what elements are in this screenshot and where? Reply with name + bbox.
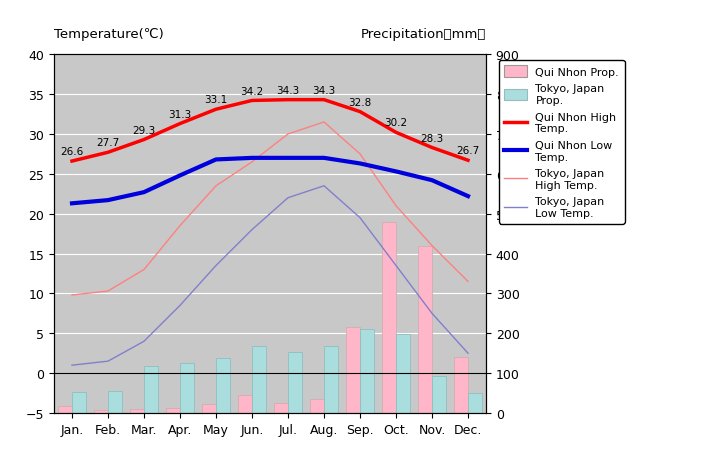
Bar	[360, 330, 374, 413]
Text: 32.8: 32.8	[348, 97, 372, 107]
Bar	[288, 352, 302, 413]
Bar	[382, 222, 396, 413]
Text: 29.3: 29.3	[132, 125, 156, 135]
Text: Precipitation（mm）: Precipitation（mm）	[361, 28, 486, 41]
Text: 33.1: 33.1	[204, 95, 228, 105]
Bar	[418, 246, 432, 413]
Bar	[468, 393, 482, 413]
Legend: Qui Nhon Prop., Tokyo, Japan
Prop., Qui Nhon High
Temp., Qui Nhon Low
Temp., Tok: Qui Nhon Prop., Tokyo, Japan Prop., Qui …	[499, 61, 625, 224]
Bar	[310, 399, 324, 413]
Bar	[130, 409, 144, 413]
Text: Temperature(℃): Temperature(℃)	[54, 28, 163, 41]
Text: 26.7: 26.7	[456, 146, 480, 156]
Text: 30.2: 30.2	[384, 118, 408, 128]
Bar	[396, 334, 410, 413]
Bar	[216, 358, 230, 413]
Bar	[252, 346, 266, 413]
Bar	[202, 404, 216, 413]
Bar	[94, 410, 108, 413]
Bar	[346, 328, 360, 413]
Text: 34.3: 34.3	[276, 85, 300, 95]
Text: 31.3: 31.3	[168, 109, 192, 119]
Bar	[432, 376, 446, 413]
Bar	[180, 364, 194, 413]
Text: 28.3: 28.3	[420, 133, 444, 143]
Bar	[58, 406, 72, 413]
Text: 27.7: 27.7	[96, 138, 120, 148]
Text: 34.3: 34.3	[312, 85, 336, 95]
Text: 26.6: 26.6	[60, 147, 84, 157]
Bar	[166, 408, 180, 413]
Bar	[72, 392, 86, 413]
Text: 34.2: 34.2	[240, 86, 264, 96]
Bar	[274, 403, 288, 413]
Bar	[144, 367, 158, 413]
Bar	[454, 358, 468, 413]
Bar	[238, 395, 252, 413]
Bar	[108, 391, 122, 413]
Bar	[324, 346, 338, 413]
